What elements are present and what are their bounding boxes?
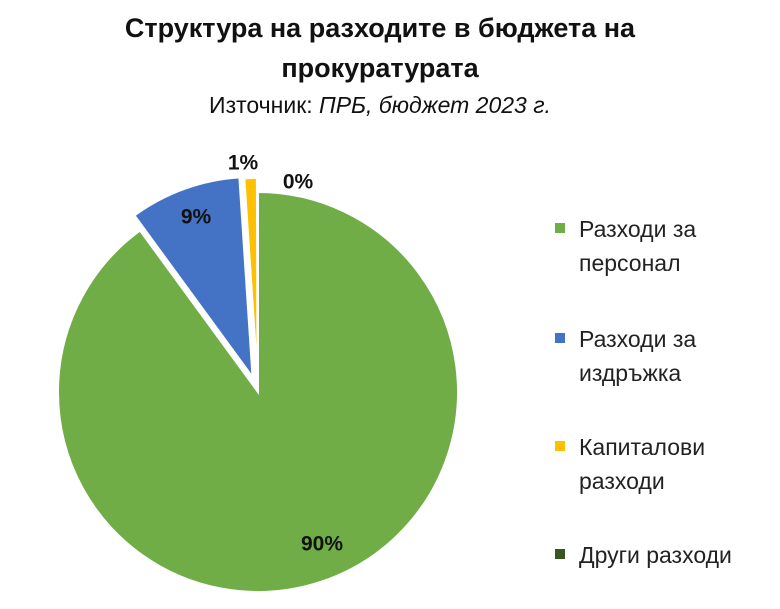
data-label-other: 0% xyxy=(283,171,314,194)
legend-label-line: Разходи за xyxy=(579,326,697,352)
legend-swatch-personnel xyxy=(555,223,565,233)
pie-slice-maintenance xyxy=(133,176,254,381)
legend-label-line: разходи xyxy=(579,468,665,494)
chart-title-line-2: прокуратурата xyxy=(281,53,479,83)
chart-title: Структура на разходите в бюджета на прок… xyxy=(0,8,760,88)
data-label-maintenance: 9% xyxy=(181,206,212,229)
legend-swatch-capital xyxy=(555,441,565,451)
pie-slice-personnel xyxy=(57,190,459,593)
legend-swatch-maintenance xyxy=(555,333,565,343)
legend-label-other: Други разходи xyxy=(579,538,769,572)
data-label-capital: 1% xyxy=(228,152,259,175)
legend-label-line: издръжка xyxy=(579,360,682,386)
legend-label-line: Разходи за xyxy=(579,216,697,242)
legend-label-personnel: Разходи за персонал xyxy=(579,212,769,280)
legend-label-line: персонал xyxy=(579,250,681,276)
legend-label-capital: Капиталови разходи xyxy=(579,430,769,498)
legend-label-line: Капиталови xyxy=(579,434,706,460)
data-label-personnel: 90% xyxy=(301,533,343,556)
chart-subtitle: Източник: ПРБ, бюджет 2023 г. xyxy=(0,90,760,120)
legend-label-maintenance: Разходи за издръжка xyxy=(579,322,769,390)
legend-label-line: Други разходи xyxy=(579,542,732,568)
chart-title-line-1: Структура на разходите в бюджета на xyxy=(124,13,636,43)
legend-swatch-other xyxy=(555,549,565,559)
subtitle-prefix: Източник: xyxy=(209,92,320,118)
pie-slice-other xyxy=(256,176,259,379)
subtitle-source: ПРБ, бюджет 2023 г. xyxy=(319,92,551,118)
